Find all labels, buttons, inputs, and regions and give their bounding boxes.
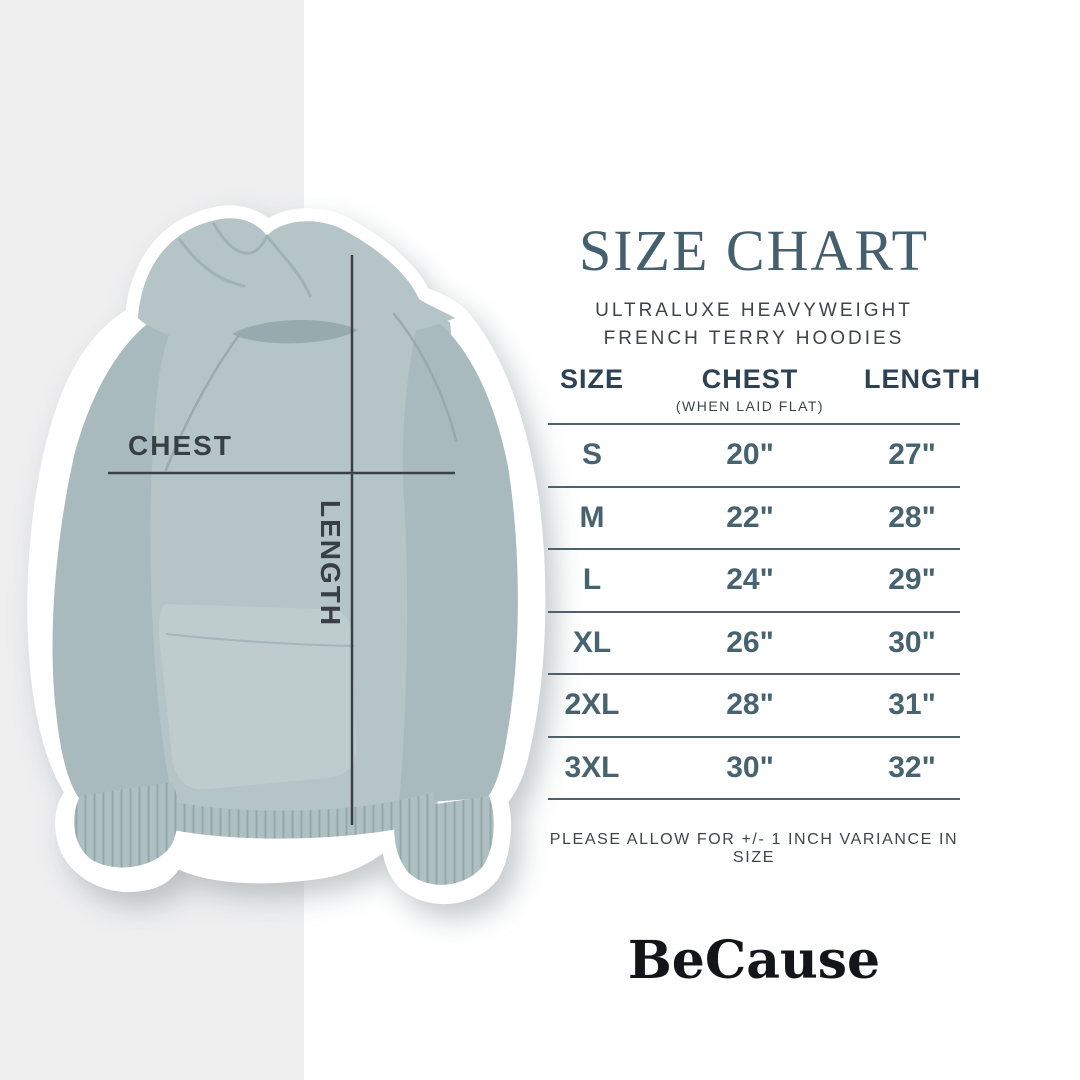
cell-chest: 22" (726, 500, 774, 534)
table-row: 3XL 30" 32" (548, 738, 960, 800)
brand-logo: BeCause (627, 930, 881, 991)
hoodie-hem-band (148, 792, 436, 839)
size-chart-subtitle-line1: ULTRALUXE HEAVYWEIGHT (595, 300, 913, 321)
cell-chest: 26" (726, 625, 774, 659)
size-chart-title: SIZE CHART (578, 218, 930, 283)
size-table: SIZE CHEST LENGTH (WHEN LAID FLAT) S 20"… (548, 364, 981, 800)
hood-opening-shadow (232, 319, 358, 344)
cell-size: M (579, 500, 605, 534)
column-header-size: SIZE (559, 364, 624, 394)
cell-chest: 28" (726, 688, 774, 722)
cell-chest: 20" (726, 438, 774, 472)
chest-measure-label: CHEST (128, 430, 233, 461)
pocket-stitch-line (165, 633, 355, 647)
table-row: M 22" 28" (548, 488, 960, 550)
hood-crease-2 (265, 234, 312, 298)
cell-size: S (581, 438, 602, 472)
table-row: S 20" 27" (548, 425, 960, 488)
hoodie-hood (138, 218, 455, 346)
hood-crease-1 (212, 222, 268, 255)
cell-length: 30" (888, 625, 936, 659)
column-header-length: LENGTH (864, 364, 981, 394)
hoodie-right-sleeve (399, 314, 518, 804)
chest-header-note: (WHEN LAID FLAT) (675, 398, 825, 414)
table-row: XL 26" 30" (548, 613, 960, 675)
hood-crease-3 (178, 238, 246, 288)
hoodie-left-cuff (74, 782, 179, 868)
cell-size: L (582, 563, 602, 597)
cell-size: 2XL (564, 688, 620, 722)
cell-length: 32" (888, 750, 936, 784)
size-chart-subtitle-line2: FRENCH TERRY HOODIES (603, 328, 905, 349)
size-table-body: S 20" 27" M 22" 28" L 24" 29" XL 26" 30"… (548, 423, 960, 800)
size-table-header: SIZE CHEST LENGTH (WHEN LAID FLAT) (548, 364, 981, 414)
right-raglan-seam (392, 312, 458, 442)
cell-length: 27" (888, 438, 936, 472)
length-measure-label: LENGTH (315, 500, 346, 628)
cell-length: 28" (888, 500, 936, 534)
table-row: L 24" 29" (548, 550, 960, 613)
cell-chest: 24" (726, 563, 774, 597)
hoodie-kangaroo-pocket (158, 604, 357, 790)
hoodie-left-sleeve (52, 316, 174, 802)
column-header-chest: CHEST (701, 364, 799, 394)
cell-size: XL (572, 625, 612, 659)
variance-footnote: PLEASE ALLOW FOR +/- 1 INCH VARIANCE IN … (549, 831, 959, 866)
cell-length: 29" (888, 563, 936, 597)
table-row: 2XL 28" 31" (548, 675, 960, 738)
cell-length: 31" (888, 688, 936, 722)
hoodie-right-cuff (394, 796, 494, 885)
cell-size: 3XL (564, 750, 620, 784)
left-raglan-seam (164, 332, 242, 472)
cell-chest: 30" (726, 750, 774, 784)
